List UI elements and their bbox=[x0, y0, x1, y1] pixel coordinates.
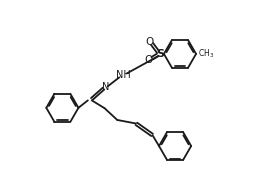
Text: S: S bbox=[156, 49, 164, 59]
Text: N: N bbox=[102, 82, 109, 92]
Text: NH: NH bbox=[116, 70, 131, 81]
Text: CH$_3$: CH$_3$ bbox=[198, 48, 214, 60]
Text: O: O bbox=[145, 55, 153, 65]
Text: O: O bbox=[145, 37, 153, 47]
